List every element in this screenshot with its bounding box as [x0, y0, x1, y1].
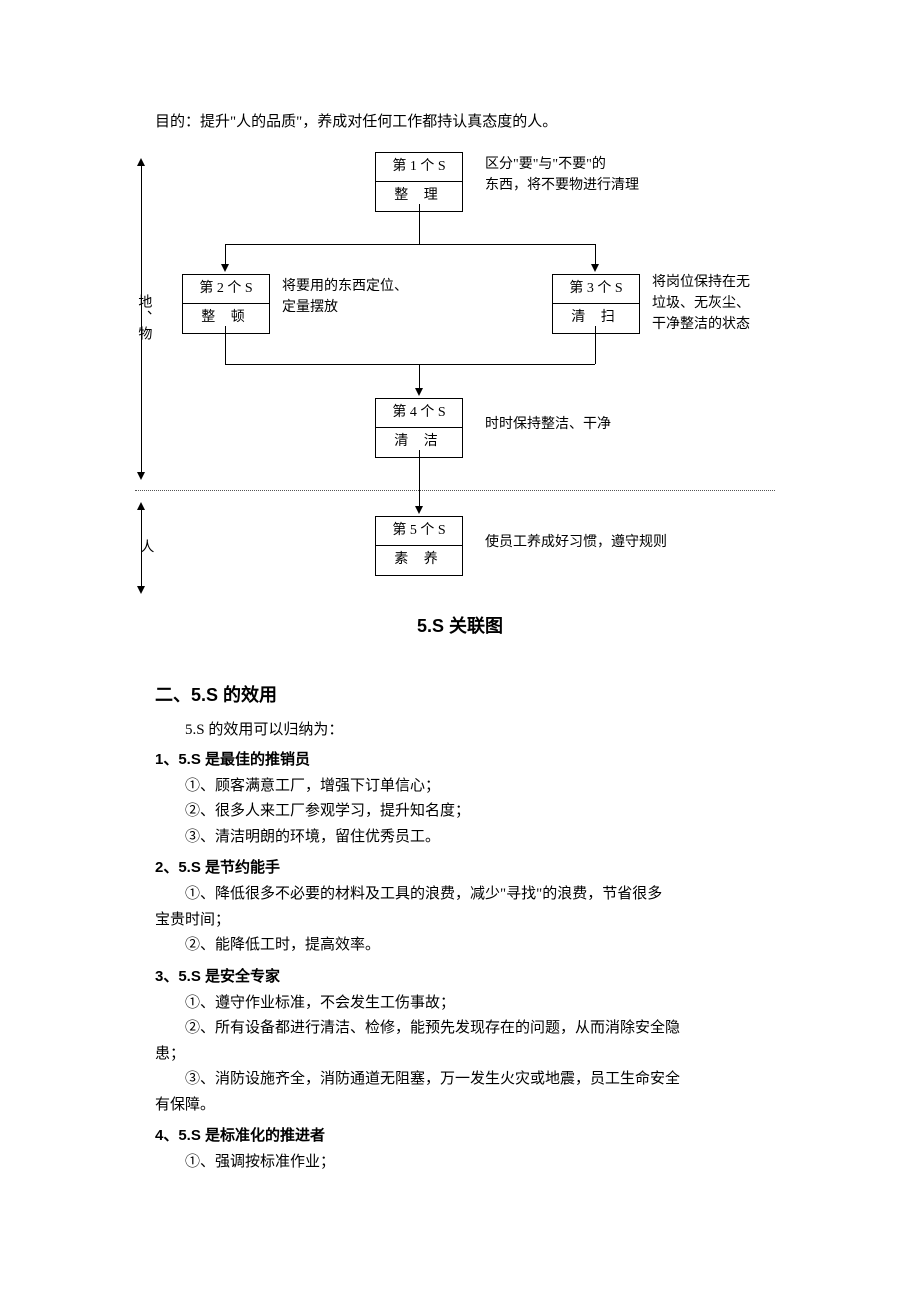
side-arrow-bot-head-up — [137, 502, 145, 510]
box-s5-title: 第 5 个 S — [376, 517, 462, 546]
line-to-s4 — [419, 364, 420, 390]
box-s5-label: 素 养 — [376, 546, 462, 574]
g1-item-a: ①、顾客满意工厂，增强下订单信心； — [155, 774, 765, 800]
box-s1: 第 1 个 S 整 理 — [375, 152, 463, 212]
g4-item-a: ①、强调按标准作业； — [155, 1150, 765, 1176]
box-s2-label: 整 顿 — [183, 304, 269, 332]
sub-heading-1: 1、5.S 是最佳的推销员 — [155, 748, 765, 772]
sub-heading-4: 4、5.S 是标准化的推进者 — [155, 1124, 765, 1148]
arrow-to-s4 — [415, 388, 423, 396]
desc-s5: 使员工养成好习惯，遵守规则 — [485, 532, 667, 553]
box-s4: 第 4 个 S 清 洁 — [375, 398, 463, 458]
box-s4-title: 第 4 个 S — [376, 399, 462, 428]
side-label-bot: 人 — [134, 539, 156, 555]
box-s2: 第 2 个 S 整 顿 — [182, 274, 270, 334]
line-to-s3 — [595, 244, 596, 266]
line-split-h — [225, 244, 595, 245]
g2-item-b: ②、能降低工时，提高效率。 — [155, 933, 765, 959]
section-2-intro: 5.S 的效用可以归纳为： — [155, 718, 765, 742]
line-s3-down — [595, 326, 596, 364]
desc-s1: 区分"要"与"不要"的 东西，将不要物进行清理 — [485, 154, 639, 196]
box-s3-title: 第 3 个 S — [553, 275, 639, 304]
g1-item-b: ②、很多人来工厂参观学习，提升知名度； — [155, 799, 765, 825]
g3-item-c2: 有保障。 — [155, 1093, 765, 1119]
g2-item-a1: ①、降低很多不必要的材料及工具的浪费，减少"寻找"的浪费，节省很多 — [155, 882, 765, 908]
arrow-to-s5 — [415, 506, 423, 514]
g2-item-a2: 宝贵时间； — [155, 908, 765, 934]
box-s1-title: 第 1 个 S — [376, 153, 462, 182]
box-s2-title: 第 2 个 S — [183, 275, 269, 304]
diagram-5s: 地、物 人 第 1 个 S 整 理 区分"要"与"不要"的 东西，将不要物进行清… — [140, 144, 780, 604]
desc-s2: 将要用的东西定位、 定量摆放 — [282, 276, 408, 318]
desc-s1-l1: 区分"要"与"不要"的 — [485, 154, 639, 175]
g1-item-c: ③、清洁明朗的环境，留住优秀员工。 — [155, 825, 765, 851]
diagram-divider — [135, 490, 775, 491]
line-s1-down — [419, 204, 420, 244]
line-s4-s5 — [419, 450, 420, 508]
g3-item-b1: ②、所有设备都进行清洁、检修，能预先发现存在的问题，从而消除安全隐 — [155, 1016, 765, 1042]
box-s5: 第 5 个 S 素 养 — [375, 516, 463, 576]
diagram-title: 5.S 关联图 — [155, 612, 765, 641]
box-s3: 第 3 个 S 清 扫 — [552, 274, 640, 334]
sub-heading-3: 3、5.S 是安全专家 — [155, 965, 765, 989]
desc-s2-l2: 定量摆放 — [282, 297, 408, 318]
arrow-to-s2 — [221, 264, 229, 272]
line-merge-h — [225, 364, 595, 365]
line-s2-down — [225, 326, 226, 364]
page-content: 目的：提升"人的品质"，养成对任何工作都持认真态度的人。 地、物 人 第 1 个… — [0, 0, 920, 1236]
desc-s3-l1: 将岗位保持在无 — [652, 272, 750, 293]
arrow-to-s3 — [591, 264, 599, 272]
desc-s3-l3: 干净整洁的状态 — [652, 314, 750, 335]
side-arrow-bot-head-down — [137, 586, 145, 594]
line-to-s2 — [225, 244, 226, 266]
sub-heading-2: 2、5.S 是节约能手 — [155, 856, 765, 880]
desc-s3-l2: 垃圾、无灰尘、 — [652, 293, 750, 314]
side-arrow-top-head-down — [137, 472, 145, 480]
purpose-line: 目的：提升"人的品质"，养成对任何工作都持认真态度的人。 — [155, 110, 765, 134]
box-s3-label: 清 扫 — [553, 304, 639, 332]
desc-s1-l2: 东西，将不要物进行清理 — [485, 175, 639, 196]
g3-item-b2: 患； — [155, 1042, 765, 1068]
g3-item-a: ①、遵守作业标准，不会发生工伤事故； — [155, 991, 765, 1017]
desc-s4: 时时保持整洁、干净 — [485, 414, 611, 435]
desc-s2-l1: 将要用的东西定位、 — [282, 276, 408, 297]
section-2-heading: 二、5.S 的效用 — [155, 681, 765, 710]
side-label-top: 地、物 — [132, 294, 154, 342]
side-arrow-top-head-up — [137, 158, 145, 166]
desc-s3: 将岗位保持在无 垃圾、无灰尘、 干净整洁的状态 — [652, 272, 750, 335]
g3-item-c1: ③、消防设施齐全，消防通道无阻塞，万一发生火灾或地震，员工生命安全 — [155, 1067, 765, 1093]
